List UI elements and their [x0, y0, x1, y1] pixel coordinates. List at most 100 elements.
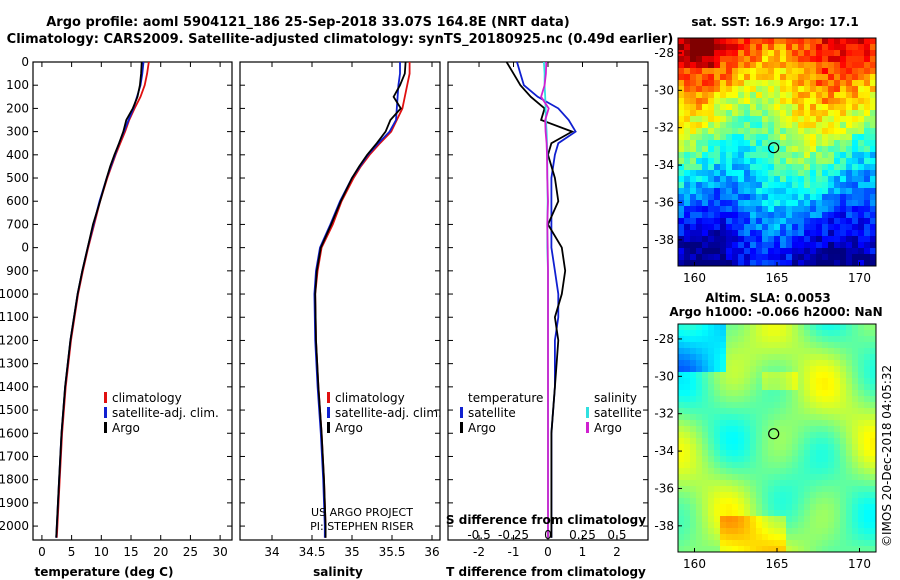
map-cell [762, 140, 769, 147]
map-cell [768, 510, 775, 517]
map-cell [822, 92, 829, 99]
series-line-argo [314, 61, 407, 538]
map-cell [714, 50, 721, 57]
map-cell [738, 200, 745, 207]
map-cell [726, 450, 733, 457]
map-cell [852, 74, 859, 81]
map-cell [804, 324, 811, 331]
map-cell [714, 396, 721, 403]
map-cell [852, 342, 859, 349]
map-cell [858, 182, 865, 189]
map-cell [852, 510, 859, 517]
map-cell [762, 80, 769, 87]
map-cell [780, 68, 787, 75]
map-cell [846, 74, 853, 81]
map-cell [804, 134, 811, 141]
map-cell [756, 480, 763, 487]
map-cell [792, 200, 799, 207]
map-cell [780, 158, 787, 165]
map-cell [714, 116, 721, 123]
map-cell [702, 390, 709, 397]
map-cell [792, 170, 799, 177]
salinity-panel: 34 34.5 35 35.5 36 [239, 61, 441, 559]
map-cell [702, 164, 709, 171]
map-cell [732, 348, 739, 355]
map-cell [744, 414, 751, 421]
map-cell [708, 420, 715, 427]
map-cell [822, 426, 829, 433]
map-cell [702, 522, 709, 529]
map-cell [864, 354, 871, 361]
map-cell [828, 378, 835, 385]
map-cell [732, 200, 739, 207]
map-cell [774, 456, 781, 463]
map-cell [702, 438, 709, 445]
map-cell [816, 218, 823, 225]
map-cell [720, 486, 727, 493]
map-cell [720, 236, 727, 243]
map-cell [744, 378, 751, 385]
map-cell [798, 134, 805, 141]
map-cell [762, 74, 769, 81]
map-cell [870, 498, 877, 505]
map-cell [798, 462, 805, 469]
map-cell [762, 366, 769, 373]
map-cell [732, 480, 739, 487]
map-cell [732, 342, 739, 349]
map-cell [738, 342, 745, 349]
map-cell [690, 152, 697, 159]
map-cell [762, 170, 769, 177]
map-cell [858, 92, 865, 99]
s-tick-label: -0.5 [467, 528, 490, 542]
figure-title-line2: Climatology: CARS2009. Satellite-adjuste… [7, 32, 674, 47]
map-cell [702, 176, 709, 183]
map-cell [762, 92, 769, 99]
map-cell [864, 480, 871, 487]
map-cell [744, 260, 751, 267]
map-cell [744, 206, 751, 213]
map-cell [774, 486, 781, 493]
map-cell [828, 176, 835, 183]
map-cell [798, 254, 805, 261]
map-cell [696, 504, 703, 511]
map-cell [870, 122, 877, 129]
map-cell [780, 134, 787, 141]
map-cell [870, 354, 877, 361]
map-cell [858, 462, 865, 469]
map-cell [786, 50, 793, 57]
map-cell [768, 122, 775, 129]
map-cell [726, 176, 733, 183]
map-cell [780, 486, 787, 493]
map-cell [696, 86, 703, 93]
map-cell [750, 164, 757, 171]
map-cell [822, 456, 829, 463]
map-cell [804, 480, 811, 487]
map-cell [732, 104, 739, 111]
map-cell [780, 480, 787, 487]
map-cell [738, 254, 745, 261]
map-cell [846, 158, 853, 165]
map-cell [858, 194, 865, 201]
map-cell [684, 206, 691, 213]
map-cell [840, 504, 847, 511]
map-cell [870, 426, 877, 433]
map-cell [858, 218, 865, 225]
map-cell [864, 348, 871, 355]
map-cell [738, 44, 745, 51]
map-cell [846, 480, 853, 487]
map-cell [708, 182, 715, 189]
map-cell [828, 498, 835, 505]
map-cell [858, 248, 865, 255]
map-cell [822, 254, 829, 261]
map-cell [822, 38, 829, 45]
map-cell [726, 534, 733, 541]
map-cell [756, 450, 763, 457]
map-cell [810, 122, 817, 129]
map-cell [684, 510, 691, 517]
map-cell [822, 372, 829, 379]
map-cell [852, 522, 859, 529]
map-cell [870, 140, 877, 147]
map-cell [870, 534, 877, 541]
map-cell [798, 438, 805, 445]
